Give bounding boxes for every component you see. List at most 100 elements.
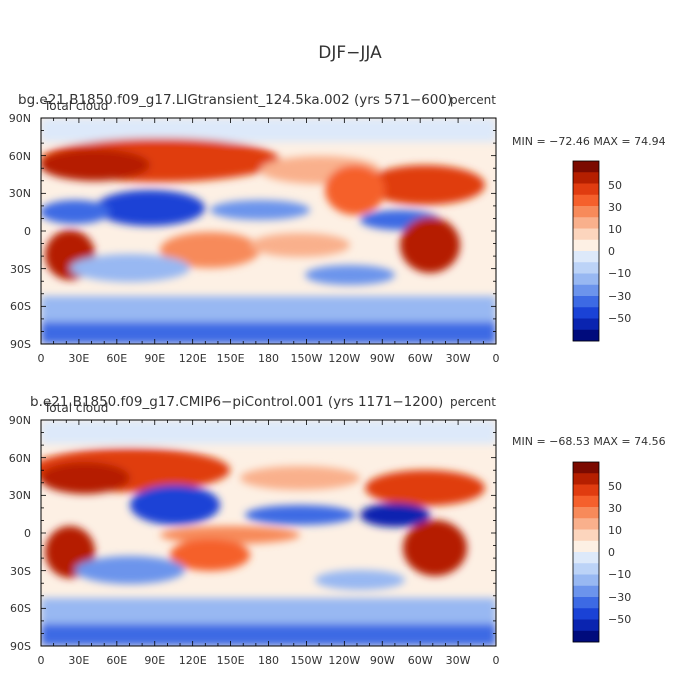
panel-2-colorbar-labels: 50 30 10 0 −10 −30 −50	[608, 480, 631, 626]
panel-1-map	[41, 118, 496, 344]
page-title: DJF−JJA	[318, 43, 382, 63]
panel-2-xtick-5: 150E	[217, 654, 245, 667]
panel-1-cbar-label-3: 0	[608, 245, 615, 258]
panel-1-colorbar-swatch	[573, 273, 599, 286]
panel-2-colorbar	[572, 461, 600, 643]
panel-2-xtick-0: 0	[38, 654, 45, 667]
panel-2-colorbar-swatch	[573, 619, 599, 632]
panel-1-y-tick-labels: 90N 60N 30N 0 30S 60S 90S	[9, 112, 31, 351]
panel-2-field-caribbean-blue	[360, 503, 430, 527]
panel-1-field-pacific-blue	[210, 200, 310, 220]
panel-1-field-spac-light	[250, 233, 350, 257]
panel-2-field-australia-red	[170, 539, 250, 571]
panel-1-min-max: MIN = −72.46 MAX = 74.94	[512, 135, 666, 148]
panel-2-map	[41, 420, 496, 646]
panel-2-field-pacific-blue	[245, 505, 355, 525]
panel-1-xtick-9: 90W	[370, 352, 395, 365]
panel-1-cbar-label-1: 30	[608, 201, 622, 214]
panel-1-xtick-4: 120E	[179, 352, 207, 365]
panel-1-colorbar-swatch	[573, 217, 599, 229]
panel-2-axes	[40, 419, 497, 647]
panel-2-cbar-label-1: 30	[608, 502, 622, 515]
panel-1-colorbar-swatch	[573, 228, 599, 241]
panel-2-colorbar-swatch	[573, 462, 599, 474]
panel-1-subtitle-left: Total cloud	[43, 99, 108, 113]
panel-2-field-asia-blue	[130, 485, 220, 525]
panel-2-field-natl-red	[365, 470, 485, 506]
panel-1-ytick-1: 60N	[9, 150, 31, 163]
panel-1-colorbar-swatch	[573, 296, 599, 308]
panel-2-colorbar-swatch	[573, 484, 599, 497]
panel-1-colorbar-swatch	[573, 239, 599, 252]
panel-1-colorbar-swatch	[573, 161, 599, 173]
panel-1-ytick-6: 90S	[10, 338, 31, 351]
panel-2-cbar-label-0: 50	[608, 480, 622, 493]
panel-1-xtick-1: 30E	[68, 352, 89, 365]
panel-2-colorbar-swatch	[573, 597, 599, 609]
panel-2-ytick-4: 30S	[10, 565, 31, 578]
panel-2-xtick-11: 30W	[446, 654, 471, 667]
panel-2-ytick-0: 90N	[9, 414, 31, 427]
panel-1-colorbar-swatch	[573, 251, 599, 263]
panel-2-xtick-1: 30E	[68, 654, 89, 667]
panel-2-xtick-8: 120W	[328, 654, 360, 667]
panel-1-colorbar-swatch	[573, 284, 599, 297]
panel-1-field-sepac-blue	[305, 265, 395, 285]
panel-2-colorbar-swatch	[573, 495, 599, 508]
panel-2-colorbar-swatch	[573, 473, 599, 485]
panel-1-field-asia-blue	[95, 190, 205, 226]
panel-2-cbar-label-6: −50	[608, 613, 631, 626]
panel-1-field-indian-blue	[70, 254, 190, 282]
panel-2-cbar-label-5: −30	[608, 591, 631, 604]
panel-2-field-npac-light	[240, 466, 360, 490]
panel-2-colorbar-swatch	[573, 518, 599, 530]
panel-1-colorbar-swatch	[573, 262, 599, 274]
panel-2-field-equatorial-red	[160, 526, 300, 544]
panel-2-xtick-3: 90E	[144, 654, 165, 667]
panel-1-cbar-label-2: 10	[608, 223, 622, 236]
panel-1-field-australia-red	[160, 232, 260, 268]
panel-1-colorbar-frame	[572, 160, 600, 342]
panel-1-xtick-12: 0	[493, 352, 500, 365]
panel-2-cbar-label-3: 0	[608, 546, 615, 559]
panel-1-colorbar-swatch	[573, 206, 599, 218]
panel-2-ytick-3: 0	[24, 527, 31, 540]
panel-1-field-sahel-blue	[41, 200, 110, 224]
panel-1-cbar-label-5: −30	[608, 290, 631, 303]
panel-2-xtick-4: 120E	[179, 654, 207, 667]
panel-1-xtick-8: 120W	[328, 352, 360, 365]
panel-1-xtick-0: 0	[38, 352, 45, 365]
panel-2-xtick-10: 60W	[408, 654, 433, 667]
panel-1-xtick-2: 60E	[106, 352, 127, 365]
panel-2-xtick-12: 0	[493, 654, 500, 667]
panel-1-colorbar-swatch	[573, 183, 599, 196]
panel-1-colorbar	[572, 160, 600, 342]
panel-1-colorbar-swatch	[573, 172, 599, 184]
panel-1-ytick-5: 60S	[10, 300, 31, 313]
panel-2-colorbar-swatch	[573, 507, 599, 519]
panel-2-colorbar-swatch	[573, 540, 599, 553]
panel-1-xtick-10: 60W	[408, 352, 433, 365]
panel-1-title: bg.e21.B1850.f09_g17.LIGtransient_124.5k…	[18, 92, 452, 108]
panel-2-xtick-2: 60E	[106, 654, 127, 667]
panel-2-field-samerica-red	[403, 520, 467, 576]
panel-1-field-samerica-red	[400, 217, 460, 273]
panel-2-xtick-9: 90W	[370, 654, 395, 667]
panel-1-cbar-label-0: 50	[608, 179, 622, 192]
panel-2-colorbar-swatch	[573, 529, 599, 542]
panel-2-ytick-2: 30N	[9, 489, 31, 502]
panel-1-colorbar-swatch	[573, 329, 599, 342]
panel-2-title: b.e21.B1850.f09_g17.CMIP6−piControl.001 …	[30, 394, 443, 410]
panel-1-field-natl-red	[365, 165, 485, 205]
panel-2-colorbar-swatch	[573, 630, 599, 643]
panel-2-y-tick-labels: 90N 60N 30N 0 30S 60S 90S	[9, 414, 31, 653]
panel-2-min-max: MIN = −68.53 MAX = 74.56	[512, 435, 666, 448]
panel-2-cbar-label-4: −10	[608, 568, 631, 581]
panel-1: bg.e21.B1850.f09_g17.LIGtransient_124.5k…	[9, 92, 666, 365]
panel-2-ytick-5: 60S	[10, 602, 31, 615]
panel-1-xtick-5: 150E	[217, 352, 245, 365]
panel-1-colorbar-swatch	[573, 307, 599, 319]
panel-2-subtitle-left: Total cloud	[43, 401, 108, 415]
panel-2-colorbar-swatch	[573, 574, 599, 587]
